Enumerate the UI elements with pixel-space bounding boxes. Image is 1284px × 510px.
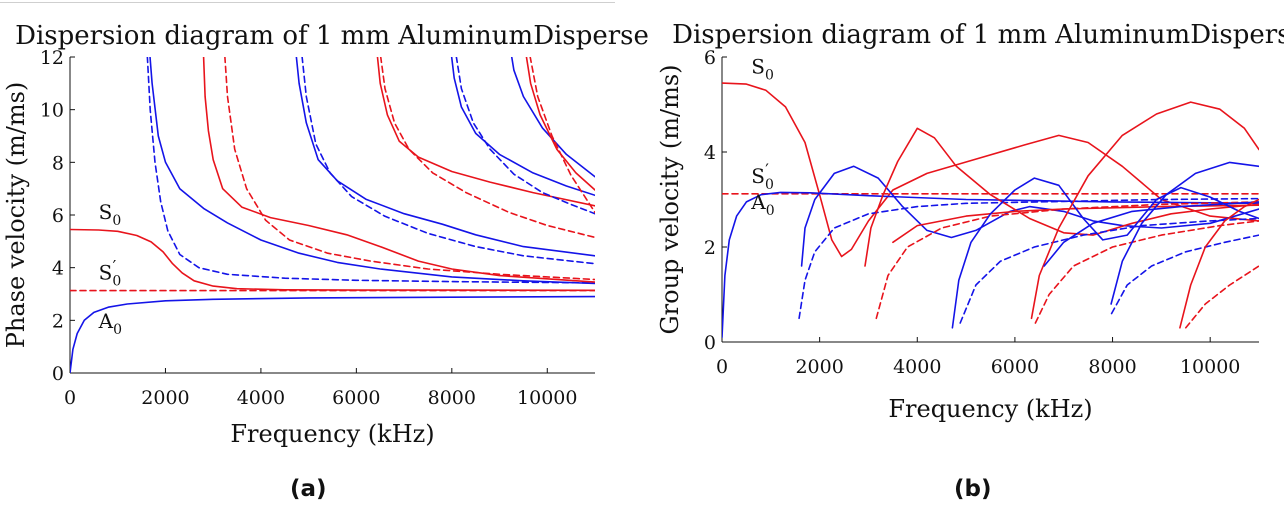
x-tick-label: 6000 [991,356,1039,378]
series-line-antisymmetric-dashed-8 [301,57,595,265]
mode-label-letter: S [751,164,765,188]
mode-label-subscript: 0 [112,274,121,290]
series-line-antisymmetric-7 [295,57,595,257]
mode-label-1: S0 [751,164,774,193]
mode-label-subscript: 0 [765,68,774,84]
series-line-antisymmetric-11 [450,57,595,197]
series-line-antisymmetric-dashed-3 [146,57,595,284]
panel-label-b: (b) [954,476,992,502]
series-line-antisymmetric-dashed-4 [798,197,1259,320]
mode-label-subscript: 0 [112,213,121,229]
series-line-antisymmetric-dashed-14 [1110,234,1259,315]
series-line-antisymmetric-12 [1043,201,1259,267]
series-line-symmetric-14 [525,57,595,191]
series-line-antisymmetric-2 [70,295,595,373]
series-line-antisymmetric-4 [149,57,595,285]
mode-label-letter: S [751,55,765,79]
series-group [722,82,1259,339]
series-line-antisymmetric-dashed-12 [455,57,595,215]
x-tick-label: 0 [64,387,76,409]
y-tick-label: 0 [704,332,716,354]
series-line-symmetric-dashed-16 [1185,265,1259,329]
series-line-symmetric-dashed-11 [1034,220,1259,324]
top-rule [0,2,615,3]
series-line-symmetric-dashed-6 [224,57,595,281]
x-axis-label: Frequency (kHz) [888,395,1092,423]
series-line-antisymmetric-8 [951,177,1259,329]
x-tick-label: 10000 [517,387,577,409]
x-tick-label: 8000 [1088,356,1136,378]
y-tick-label: 4 [704,142,716,164]
x-tick-label: 4000 [237,387,285,409]
mode-label-letter: A [750,190,766,214]
series-group [70,57,595,373]
x-tick-label: 10000 [1180,356,1240,378]
mode-label-letter: S [99,261,113,285]
series-line-symmetric-0 [722,82,1259,258]
mode-label-1: S0 [99,261,122,290]
x-tick-label: 2000 [141,387,189,409]
x-tick-label: 2000 [795,356,843,378]
y-tick-label: 6 [704,47,716,69]
series-line-antisymmetric-2 [722,191,1259,339]
y-tick-label: 2 [52,310,64,332]
mode-label-0: S0 [99,200,122,229]
series-line-symmetric-9 [376,57,595,207]
series-line-symmetric-dashed-15 [529,57,595,214]
mode-label-letter: A [98,309,114,333]
series-line-antisymmetric-13 [510,57,595,178]
chart-title: Dispersion diagram of 1 mm AluminumDispe… [672,20,1284,50]
y-tick-label: 0 [52,363,64,385]
mode-label-subscript: 0 [766,203,775,219]
mode-label-prime: ′ [113,257,117,276]
mode-label-2: A0 [750,190,774,219]
series-line-symmetric-dashed-6 [875,201,1259,320]
y-tick-label: 12 [40,47,64,69]
mode-label-2: A0 [98,309,122,338]
series-line-symmetric-5 [864,127,1259,267]
series-line-symmetric-5 [202,57,595,283]
mode-label-subscript: 0 [113,322,122,338]
x-axis-label: Frequency (kHz) [230,420,434,448]
series-line-antisymmetric-dashed-9 [959,217,1259,324]
series-line-symmetric-10 [1030,101,1259,320]
series-line-antisymmetric-13 [1110,161,1259,305]
y-tick-label: 6 [52,205,64,227]
y-axis-label: Group velocity (m/ms) [656,64,684,334]
x-tick-label: 6000 [332,387,380,409]
mode-label-subscript: 0 [765,177,774,193]
panel-label-a: (a) [290,476,327,502]
y-tick-label: 10 [40,100,64,122]
series-line-symmetric-15 [1179,198,1259,329]
x-tick-label: 8000 [428,387,476,409]
series-line-antisymmetric-3 [800,165,1259,267]
y-tick-label: 8 [52,152,64,174]
x-tick-label: 4000 [893,356,941,378]
chart-panel-b: Dispersion diagram of 1 mm AluminumDispe… [656,20,1284,423]
series-line-symmetric-7 [892,204,1259,244]
y-axis-label: Phase velocity (m/ms) [2,82,30,349]
mode-label-0: S0 [751,55,774,84]
chart-panel-a: Dispersion diagram of 1 mm AluminumDispe… [2,21,649,448]
mode-label-letter: S [99,200,113,224]
mode-label-prime: ′ [765,160,769,179]
chart-title: Dispersion diagram of 1 mm AluminumDispe… [15,21,649,51]
y-tick-label: 4 [52,258,64,280]
x-tick-label: 0 [716,356,728,378]
series-line-symmetric-dashed-10 [379,57,595,239]
y-tick-label: 2 [704,237,716,259]
